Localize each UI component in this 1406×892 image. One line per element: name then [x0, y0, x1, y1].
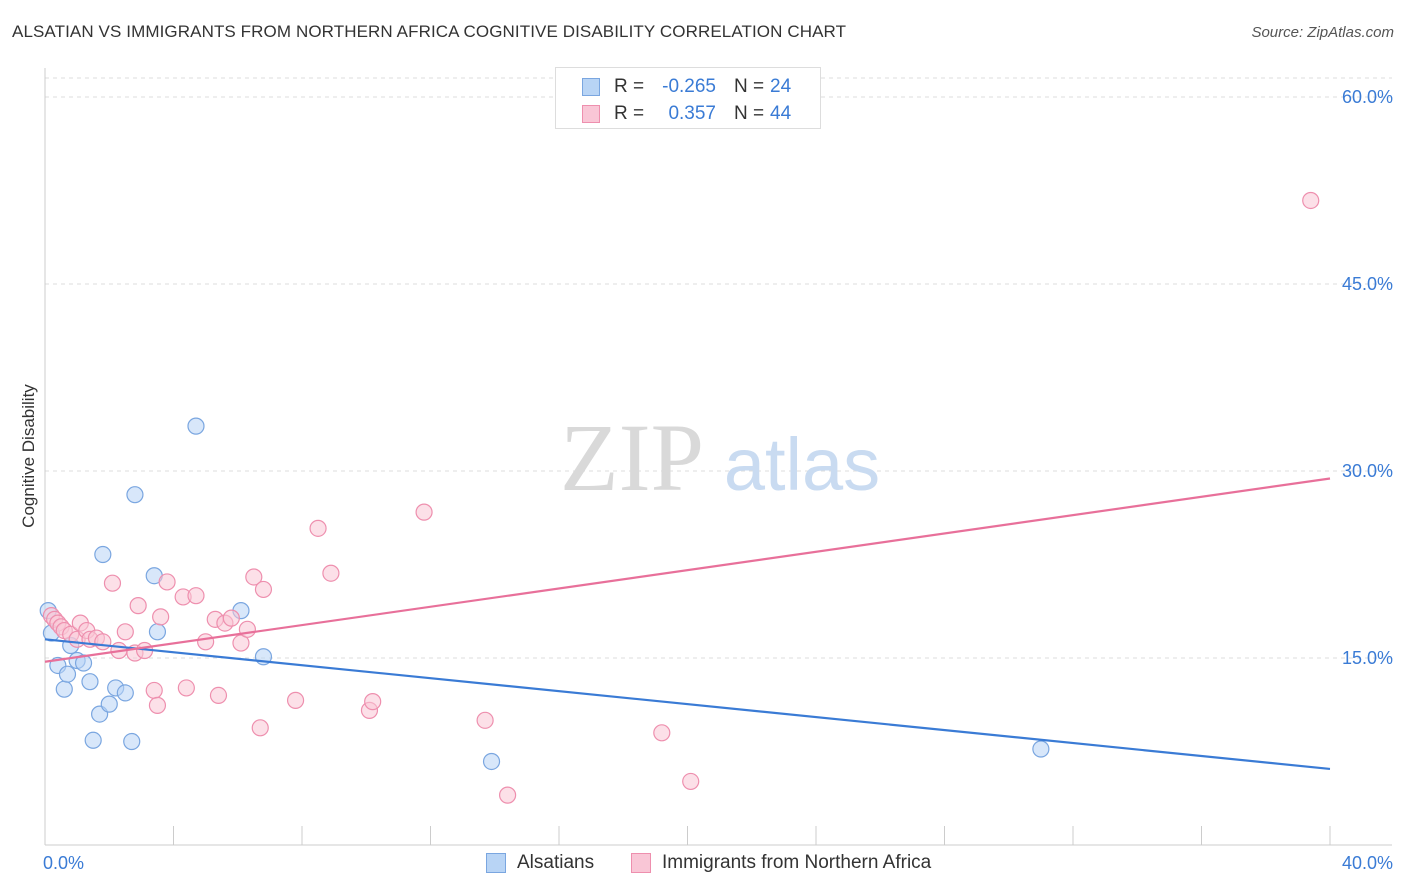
immigrants-point — [322, 564, 340, 582]
n-value: 24 — [770, 76, 792, 97]
immigrants-point — [476, 711, 494, 729]
immigrants-point — [187, 587, 205, 605]
watermark-atlas: atlas — [724, 423, 880, 506]
immigrants-swatch — [582, 105, 600, 123]
immigrants-point — [116, 623, 134, 641]
immigrants-legend-swatch — [631, 853, 651, 873]
immigrants-point — [158, 573, 176, 591]
alsatians-point — [94, 545, 112, 564]
alsatians-point — [84, 731, 102, 749]
immigrants-point — [682, 772, 700, 791]
immigrants-point — [254, 580, 273, 599]
r-value: -0.265 — [662, 76, 716, 97]
x-tick-labels: 0.0% 40.0% — [43, 853, 1393, 873]
n-label: N = — [734, 103, 765, 124]
immigrants-point — [94, 633, 112, 651]
alsatians-point — [482, 752, 501, 771]
r-label: R = — [614, 103, 645, 124]
r-label: R = — [614, 76, 645, 97]
y-tick-label: 60.0% — [1342, 87, 1393, 107]
alsatians-point — [123, 732, 141, 751]
immigrants-point — [286, 691, 305, 709]
immigrants-point — [129, 597, 147, 615]
n-value: 44 — [770, 103, 792, 124]
immigrants-trendline — [44, 477, 1331, 663]
chart-title: ALSATIAN VS IMMIGRANTS FROM NORTHERN AFR… — [12, 22, 847, 41]
immigrants-point — [152, 608, 170, 626]
y-axis-label: Cognitive Disability — [19, 384, 38, 528]
alsatians-trendline — [44, 638, 1331, 771]
immigrants-point — [103, 574, 122, 592]
immigrants-point — [245, 568, 263, 586]
r-value: 0.357 — [668, 103, 716, 124]
immigrants-point — [415, 503, 433, 521]
immigrants-point — [653, 724, 671, 742]
watermark: ZIP atlas — [560, 404, 880, 511]
y-tick-label: 30.0% — [1342, 461, 1393, 481]
alsatians-swatch — [582, 78, 600, 96]
immigrants-point — [148, 696, 167, 714]
immigrants-point — [251, 719, 269, 737]
alsatians-point — [116, 684, 134, 702]
alsatians-point — [187, 417, 205, 435]
alsatians-point — [58, 665, 77, 683]
immigrants-point — [238, 620, 256, 638]
y-tick-label: 15.0% — [1342, 648, 1393, 668]
data-points — [39, 191, 1320, 804]
alsatians-point — [1032, 740, 1050, 758]
x-tick-label: 40.0% — [1342, 853, 1393, 873]
stats-row-immigrants: R = 0.357 N = 44 — [556, 102, 820, 128]
x-tick-label: 0.0% — [43, 853, 84, 873]
alsatians-point — [55, 680, 73, 698]
immigrants-point — [364, 693, 382, 711]
source-label: Source: ZipAtlas.com — [1251, 24, 1394, 41]
immigrants-point — [145, 681, 163, 700]
legend-label: Alsatians — [517, 852, 595, 873]
immigrants-point — [309, 519, 327, 537]
watermark-zip: ZIP — [560, 404, 704, 511]
immigrants-point — [209, 686, 228, 705]
immigrants-point — [499, 786, 517, 804]
alsatians-legend-swatch — [486, 853, 506, 873]
alsatians-point — [74, 654, 93, 672]
immigrants-point — [1302, 191, 1320, 210]
axes — [44, 68, 1392, 846]
alsatians-point — [81, 673, 99, 691]
grid-lines — [45, 77, 1392, 659]
immigrants-point — [197, 633, 215, 651]
n-label: N = — [734, 76, 765, 97]
alsatians-point — [100, 695, 118, 713]
legend-label: Immigrants from Northern Africa — [662, 852, 932, 873]
y-tick-label: 45.0% — [1342, 274, 1393, 294]
stats-legend: R = -0.265 N = 24 R = 0.357 N = 44 — [555, 67, 821, 129]
immigrants-point — [222, 609, 240, 627]
y-tick-labels: 15.0% 30.0% 45.0% 60.0% — [1342, 87, 1393, 668]
trend-lines — [44, 477, 1331, 771]
stats-row-alsatians: R = -0.265 N = 24 — [556, 75, 820, 101]
immigrants-point — [177, 679, 195, 697]
alsatians-point — [126, 486, 144, 504]
alsatians-point — [148, 623, 167, 641]
